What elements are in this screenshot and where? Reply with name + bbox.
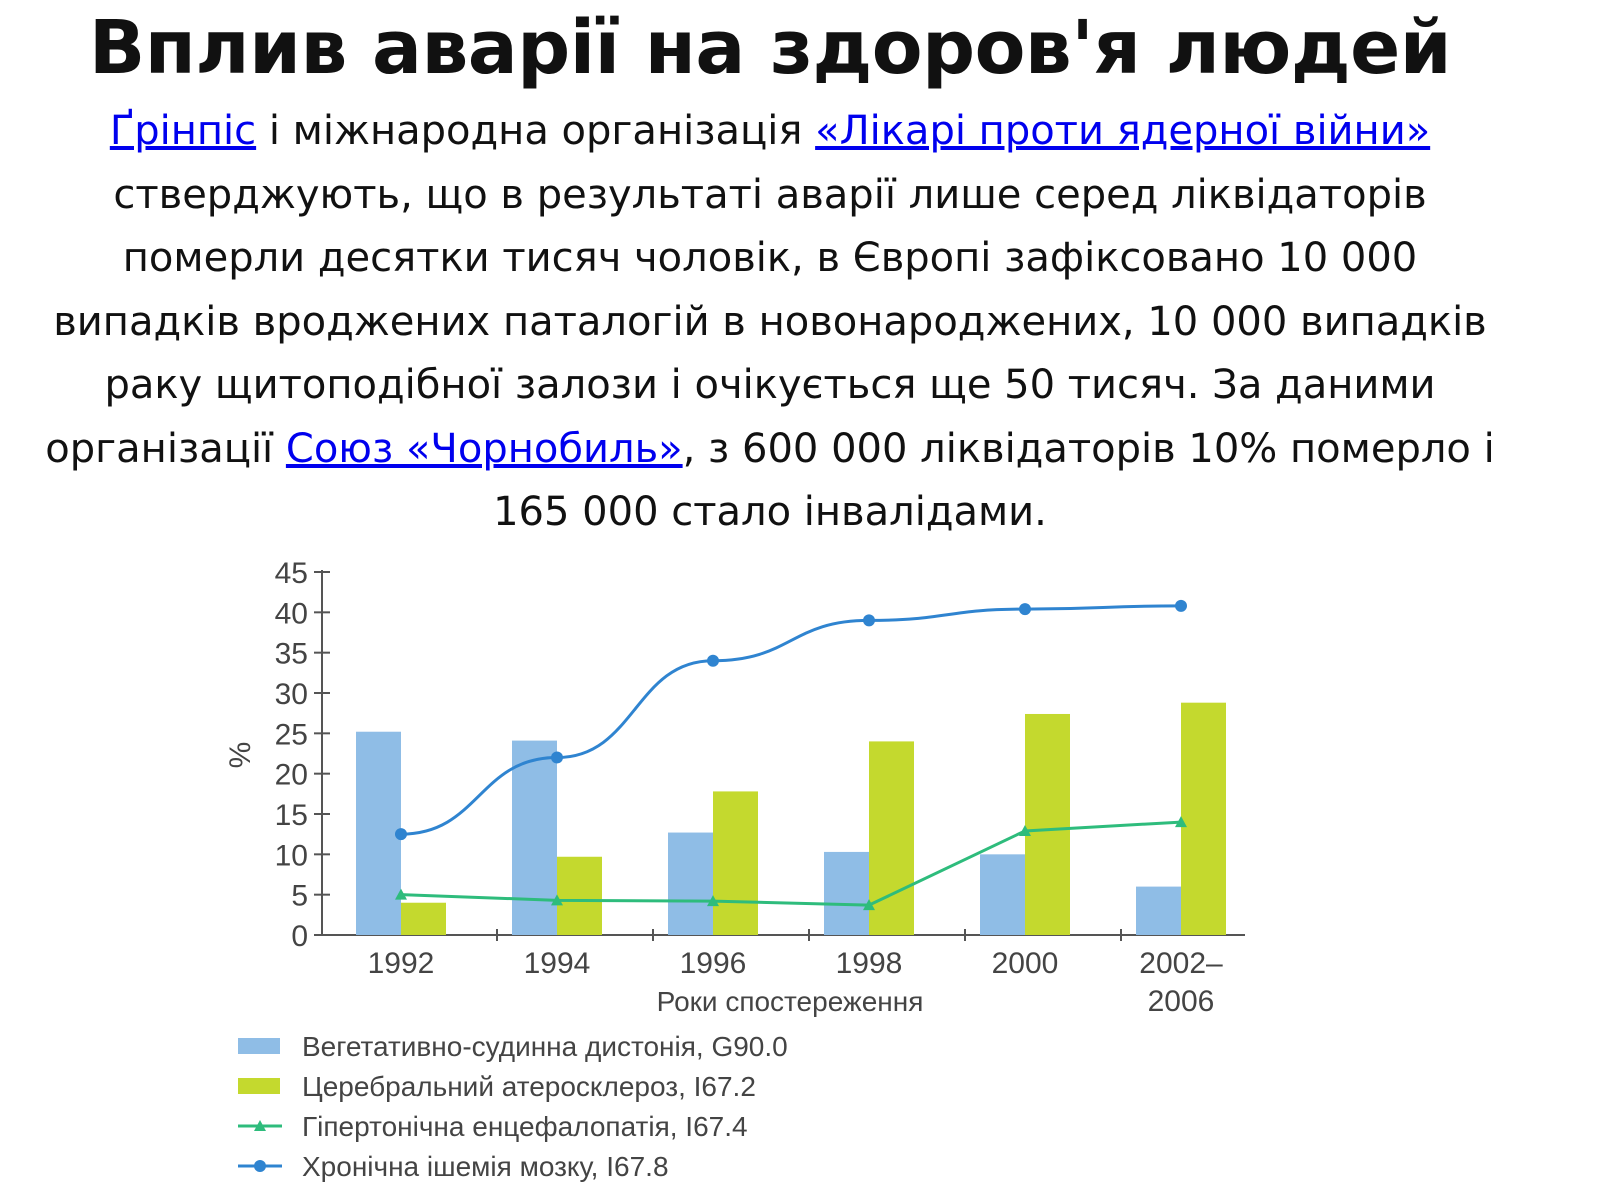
bar-series-1 [824, 851, 869, 935]
chart-lines [395, 599, 1187, 911]
line-point-series-4 [863, 614, 875, 627]
legend-swatch-2 [238, 1078, 280, 1094]
legend-marker-4 [254, 1160, 266, 1172]
line-point-series-3 [1019, 824, 1031, 836]
legend-label-1: Вегетативно-судинна дистонія, G90.0 [302, 1031, 788, 1062]
bar-series-1 [668, 832, 713, 935]
x-tick-label: 2002– [1139, 947, 1223, 980]
x-tick-label: 1994 [524, 947, 591, 980]
bar-series-2 [1181, 702, 1226, 935]
legend-label-4: Хронічна ішемія мозку, I67.8 [302, 1151, 669, 1182]
chornobyl-union-link[interactable]: Союз «Чорнобиль» [285, 425, 683, 472]
bar-series-2 [1025, 713, 1070, 935]
y-tick-label: 45 [275, 557, 308, 590]
bar-series-2 [869, 741, 914, 935]
y-tick-label: 10 [275, 839, 308, 872]
y-axis-title: % [224, 742, 257, 769]
bar-series-2 [713, 791, 758, 935]
y-tick-label: 35 [275, 638, 308, 671]
bar-series-2 [557, 856, 602, 935]
x-tick-label: 1998 [836, 947, 903, 980]
chart-legend: Вегетативно-судинна дистонія, G90.0 Цереб… [238, 1031, 788, 1182]
bar-series-1 [1136, 886, 1181, 935]
x-tick-label: 1996 [680, 947, 747, 980]
legend-marker-3 [254, 1120, 266, 1131]
line-point-series-3 [395, 888, 407, 900]
body-text-part-3: , з 600 000 ліквідаторів 10% померло і 1… [493, 425, 1495, 536]
bar-series-1 [512, 740, 557, 935]
x-tick-label: 2006 [1148, 985, 1215, 1018]
chart-labels: 0 5 10 15 20 25 30 35 40 45 1992 1994 1996 1998 2000 20… [224, 557, 1223, 1018]
body-text-part-1: і міжнародна організація [256, 108, 816, 154]
slide-title: Вплив аварії на здоров'я людей [88, 5, 1452, 91]
body-text-part-2: стверджують, що в результаті аварії лише… [45, 171, 1487, 472]
doctors-against-nuclear-war-link[interactable]: «Лікарі проти ядерної війни» [815, 108, 1431, 154]
line-point-series-3 [1175, 816, 1187, 828]
y-tick-label: 30 [275, 678, 308, 711]
line-series-3 [400, 820, 1182, 907]
line-point-series-4 [707, 654, 719, 667]
line-point-series-4 [1019, 603, 1031, 616]
bar-series-1 [356, 731, 401, 935]
line-point-series-3 [707, 895, 719, 907]
x-tick-label: 1992 [368, 947, 435, 980]
legend-label-3: Гіпертонічна енцефалопатія, I67.4 [302, 1111, 748, 1142]
chart-bars [356, 702, 1226, 935]
x-axis-title: Роки спостереження [657, 986, 924, 1017]
line-point-series-3 [863, 899, 875, 911]
y-tick-label: 40 [275, 597, 308, 630]
y-tick-label: 5 [291, 880, 308, 913]
line-point-series-4 [551, 751, 563, 764]
bar-series-1 [980, 854, 1025, 935]
x-tick-label: 2000 [992, 947, 1059, 980]
y-tick-label: 25 [275, 718, 308, 751]
line-point-series-3 [551, 894, 563, 906]
bar-series-2 [401, 902, 446, 935]
y-tick-label: 20 [275, 759, 308, 792]
line-point-series-4 [1175, 599, 1187, 612]
slide-body-text: Ґрінпіс і міжнародна організація «Лікарі… [40, 100, 1500, 545]
y-tick-label: 15 [275, 799, 308, 832]
legend-swatch-1 [238, 1038, 280, 1054]
line-point-series-4 [395, 828, 407, 841]
greenpeace-link[interactable]: Ґрінпіс [109, 108, 257, 154]
chart-axes [314, 570, 1245, 941]
legend-label-2: Церебральний атеросклероз, I67.2 [302, 1071, 756, 1102]
y-tick-label: 0 [291, 920, 308, 953]
